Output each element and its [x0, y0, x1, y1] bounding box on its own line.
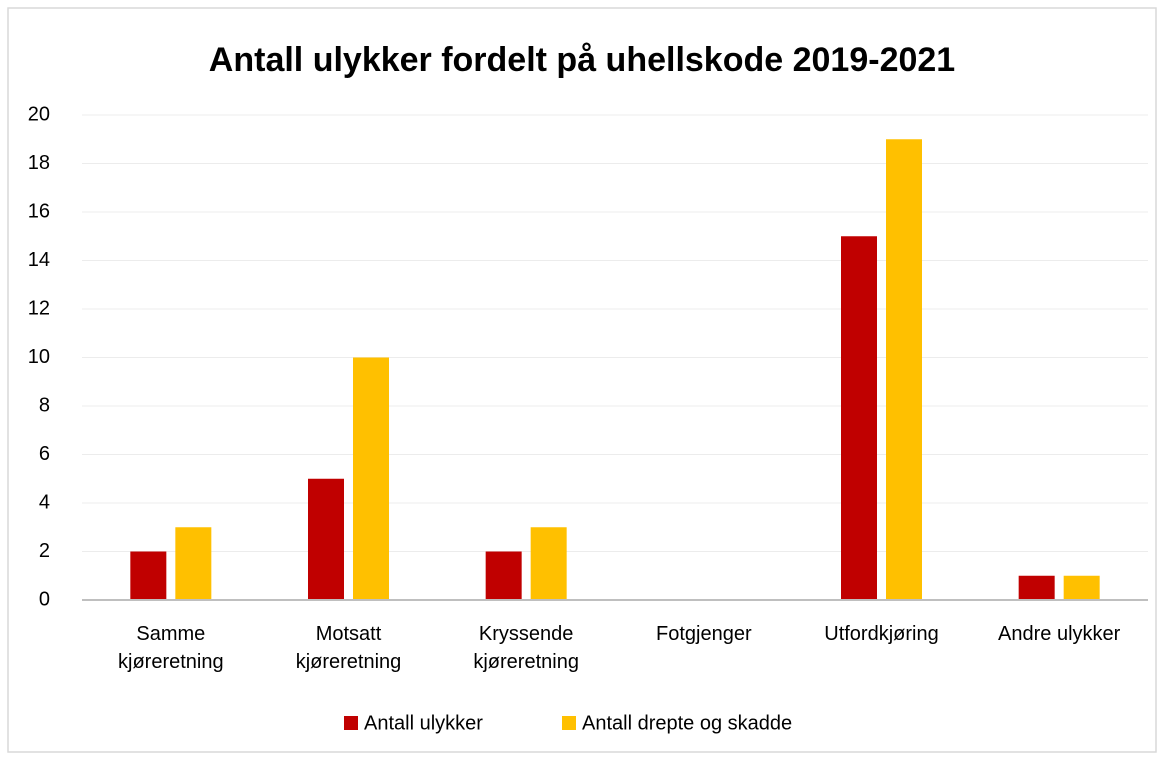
x-tick-label: Kryssende kjøreretning	[473, 623, 579, 673]
y-tick-label: 2	[39, 540, 50, 562]
x-tick-label: Fotgjenger	[656, 623, 752, 645]
y-tick-label: 14	[28, 249, 50, 271]
y-tick-label: 16	[28, 200, 50, 222]
bar	[353, 357, 389, 600]
y-tick-label: 6	[39, 443, 50, 465]
bar	[130, 551, 167, 600]
y-tick-label: 12	[28, 297, 50, 319]
bar	[308, 478, 344, 600]
y-tick-label: 0	[39, 588, 50, 610]
bar	[1063, 575, 1100, 600]
y-tick-label: 10	[28, 346, 50, 368]
chart-frame	[7, 7, 1157, 753]
legend-swatch	[562, 716, 576, 730]
y-tick-label: 8	[39, 394, 50, 416]
legend-label: Antall ulykker	[364, 712, 483, 734]
bar	[485, 551, 522, 600]
legend-label: Antall drepte og skadde	[582, 712, 792, 734]
x-tick-label: Motsatt kjøreretning	[295, 623, 402, 673]
chart-title: Antall ulykker fordelt på uhellskode 201…	[209, 41, 955, 79]
x-tick-label: Andre ulykker	[998, 623, 1121, 645]
y-tick-label: 20	[28, 103, 50, 125]
y-tick-label: 18	[28, 152, 50, 174]
y-tick-label: 4	[39, 491, 50, 513]
bar	[530, 527, 567, 600]
legend-swatch	[344, 716, 358, 730]
x-tick-label: Utfordkjøring	[824, 623, 939, 645]
bar	[175, 527, 212, 600]
bar	[886, 139, 922, 600]
bar	[841, 236, 877, 600]
bar	[1018, 575, 1055, 600]
x-tick-label: Samme kjøreretning	[118, 623, 224, 673]
